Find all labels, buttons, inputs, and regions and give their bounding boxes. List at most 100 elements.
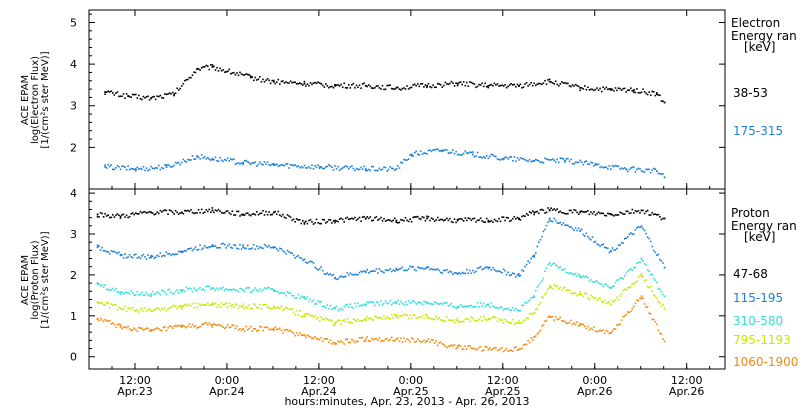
electron-legend-175-315: 175-315 bbox=[733, 124, 783, 138]
data-point bbox=[317, 222, 319, 224]
data-point bbox=[599, 329, 601, 332]
data-point bbox=[492, 266, 494, 269]
data-point bbox=[452, 149, 454, 151]
data-point bbox=[367, 84, 370, 86]
data-point bbox=[436, 303, 439, 305]
data-point bbox=[343, 306, 345, 308]
data-point bbox=[443, 269, 445, 272]
data-point bbox=[104, 304, 106, 306]
data-point bbox=[98, 302, 100, 304]
data-point bbox=[141, 291, 143, 294]
data-point bbox=[582, 233, 585, 236]
data-point bbox=[211, 287, 214, 289]
data-point bbox=[660, 100, 663, 102]
data-point bbox=[505, 308, 508, 310]
data-point bbox=[118, 323, 120, 326]
data-point bbox=[518, 273, 520, 275]
data-point bbox=[401, 315, 404, 317]
data-point bbox=[205, 286, 208, 288]
data-point bbox=[548, 159, 551, 161]
data-point bbox=[328, 164, 330, 166]
data-point bbox=[547, 207, 549, 209]
data-point bbox=[274, 210, 276, 213]
data-point bbox=[495, 219, 497, 222]
data-point bbox=[527, 300, 529, 303]
data-point bbox=[617, 298, 620, 301]
data-point bbox=[660, 260, 663, 262]
data-point bbox=[326, 318, 329, 320]
data-point bbox=[556, 83, 558, 86]
data-point bbox=[415, 340, 417, 342]
data-point bbox=[432, 303, 434, 306]
data-point bbox=[372, 270, 375, 272]
data-point bbox=[429, 317, 431, 319]
data-point bbox=[456, 345, 459, 347]
data-point bbox=[620, 167, 623, 169]
data-point bbox=[597, 330, 600, 332]
data-point bbox=[303, 315, 306, 318]
data-point bbox=[574, 323, 577, 326]
data-point bbox=[579, 211, 582, 214]
data-point bbox=[125, 310, 128, 312]
data-point bbox=[364, 317, 367, 320]
data-point bbox=[118, 214, 120, 217]
data-point bbox=[110, 289, 113, 291]
data-point bbox=[253, 328, 255, 330]
data-point bbox=[269, 246, 272, 249]
data-point bbox=[374, 338, 376, 340]
data-point bbox=[184, 249, 186, 252]
data-point bbox=[265, 304, 267, 306]
data-point bbox=[153, 309, 155, 311]
data-point bbox=[605, 86, 608, 89]
data-point bbox=[262, 247, 264, 250]
data-point bbox=[518, 309, 520, 312]
data-point bbox=[162, 308, 165, 311]
data-point bbox=[154, 308, 157, 310]
data-point bbox=[187, 248, 189, 250]
data-point bbox=[299, 219, 301, 221]
data-point bbox=[164, 93, 166, 95]
data-point bbox=[450, 302, 453, 305]
data-point bbox=[181, 324, 183, 326]
data-point bbox=[447, 219, 450, 222]
data-point bbox=[584, 85, 586, 87]
data-point bbox=[173, 325, 175, 328]
data-point bbox=[240, 305, 243, 308]
data-point bbox=[159, 209, 162, 212]
data-point bbox=[639, 261, 641, 263]
data-point bbox=[234, 163, 237, 165]
data-point bbox=[297, 314, 299, 316]
data-point bbox=[571, 323, 574, 326]
data-point bbox=[130, 329, 132, 332]
data-point bbox=[216, 247, 218, 249]
data-point bbox=[550, 81, 552, 83]
data-point bbox=[642, 170, 644, 173]
data-point bbox=[475, 86, 477, 89]
data-point bbox=[531, 255, 534, 258]
data-point bbox=[337, 165, 339, 168]
data-point bbox=[510, 83, 512, 85]
data-point bbox=[630, 285, 632, 288]
data-point bbox=[536, 308, 539, 310]
data-point bbox=[387, 269, 390, 272]
data-point bbox=[407, 299, 410, 302]
data-point bbox=[372, 338, 375, 341]
data-point bbox=[636, 299, 638, 301]
data-point bbox=[663, 295, 666, 298]
data-point bbox=[181, 326, 183, 328]
data-point bbox=[562, 82, 565, 84]
data-point bbox=[637, 276, 640, 278]
data-point bbox=[493, 82, 496, 85]
data-point bbox=[432, 339, 434, 341]
data-point bbox=[413, 301, 416, 303]
data-point bbox=[516, 83, 519, 86]
data-point bbox=[449, 345, 451, 347]
data-point bbox=[395, 168, 398, 170]
data-point bbox=[433, 86, 436, 88]
data-point bbox=[645, 210, 647, 213]
data-point bbox=[360, 337, 362, 339]
data-point bbox=[646, 93, 649, 96]
data-point bbox=[151, 290, 154, 293]
series-47-68 bbox=[96, 207, 666, 225]
data-point bbox=[295, 165, 298, 168]
